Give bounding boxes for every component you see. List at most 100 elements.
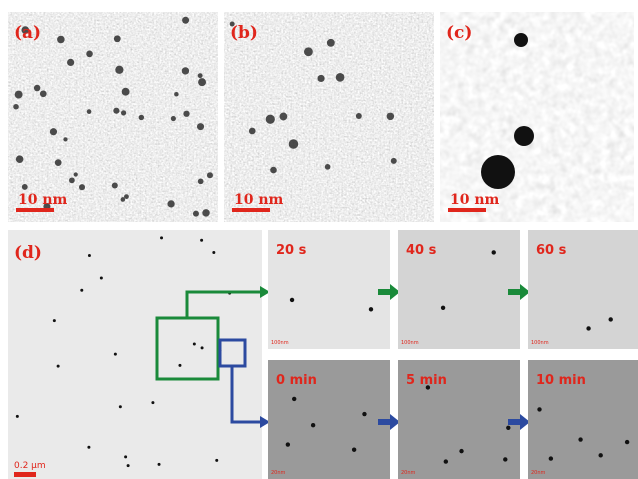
particle bbox=[202, 209, 209, 216]
particle bbox=[114, 353, 117, 356]
particle bbox=[537, 407, 541, 411]
particle bbox=[13, 104, 19, 110]
particle bbox=[362, 412, 366, 416]
particle bbox=[34, 85, 41, 92]
particle bbox=[113, 108, 119, 114]
scale-bar bbox=[232, 208, 270, 212]
particle bbox=[609, 317, 613, 321]
particle bbox=[549, 456, 553, 460]
panel-label: (a) bbox=[14, 23, 41, 43]
particle bbox=[16, 415, 19, 418]
particle bbox=[336, 73, 345, 82]
scale-bar-label: 10 nm bbox=[18, 192, 68, 208]
particle bbox=[352, 448, 356, 452]
particle bbox=[121, 110, 126, 115]
particle bbox=[198, 178, 204, 184]
scale-bar bbox=[448, 208, 486, 212]
particle bbox=[304, 47, 313, 56]
time-label: 0 min bbox=[276, 373, 317, 388]
scale-bar-label: 20nm bbox=[401, 470, 416, 476]
tem-image bbox=[8, 12, 218, 222]
particle bbox=[112, 182, 118, 188]
particle bbox=[317, 75, 324, 82]
particle bbox=[201, 346, 204, 349]
time-label: 40 s bbox=[406, 243, 437, 258]
particle bbox=[88, 254, 91, 257]
particle bbox=[119, 405, 122, 408]
particle bbox=[503, 457, 507, 461]
scale-bar bbox=[16, 208, 54, 212]
particle bbox=[139, 115, 144, 120]
particle bbox=[441, 306, 445, 310]
particle bbox=[391, 158, 397, 164]
scale-bar-label: 0.2 μm bbox=[14, 461, 46, 471]
particle bbox=[444, 459, 448, 463]
particle bbox=[514, 33, 528, 47]
panel-label: (b) bbox=[230, 23, 258, 43]
time-label: 20 s bbox=[276, 243, 307, 258]
scale-bar-label: 10 nm bbox=[450, 192, 500, 208]
particle bbox=[69, 177, 75, 183]
particle bbox=[270, 167, 277, 174]
particle bbox=[63, 137, 67, 141]
particle bbox=[74, 172, 78, 176]
particle bbox=[292, 397, 296, 401]
particle bbox=[207, 172, 213, 178]
particle bbox=[122, 88, 130, 96]
particle bbox=[290, 298, 294, 302]
time-label: 60 s bbox=[536, 243, 567, 258]
particle bbox=[182, 17, 189, 24]
particle bbox=[167, 200, 174, 207]
particle bbox=[198, 78, 206, 86]
particle bbox=[249, 128, 256, 135]
particle bbox=[127, 464, 130, 467]
tem-image bbox=[440, 12, 634, 222]
particle bbox=[57, 36, 65, 44]
particle bbox=[356, 113, 362, 119]
particle bbox=[15, 91, 23, 99]
scale-bar-label: 10 nm bbox=[234, 192, 284, 208]
particle bbox=[114, 35, 121, 42]
particle bbox=[200, 239, 203, 242]
particle bbox=[174, 92, 179, 97]
particle bbox=[55, 159, 62, 166]
particle bbox=[311, 423, 315, 427]
particle bbox=[459, 449, 463, 453]
particle bbox=[87, 446, 90, 449]
scale-bar-label: 20nm bbox=[531, 470, 546, 476]
scale-bar-label: 100nm bbox=[271, 340, 289, 346]
particle bbox=[86, 51, 93, 58]
particle bbox=[79, 184, 85, 190]
particle bbox=[280, 113, 288, 121]
particle bbox=[325, 164, 331, 170]
particle bbox=[514, 126, 534, 146]
particle bbox=[50, 128, 57, 135]
particle bbox=[387, 113, 394, 120]
scale-bar-label: 100nm bbox=[531, 340, 549, 346]
particle bbox=[22, 184, 28, 190]
scale-bar-label: 100nm bbox=[401, 340, 419, 346]
particle bbox=[158, 463, 161, 466]
particle bbox=[67, 59, 74, 66]
panel-label: (d) bbox=[14, 243, 42, 263]
particle bbox=[289, 139, 299, 149]
particle bbox=[215, 459, 218, 462]
particle bbox=[57, 365, 60, 368]
scale-bar bbox=[14, 472, 36, 477]
particle bbox=[124, 194, 129, 199]
particle bbox=[40, 90, 47, 97]
scale-bar-label: 20nm bbox=[271, 470, 286, 476]
particle bbox=[183, 111, 189, 117]
particle bbox=[506, 426, 510, 430]
particle bbox=[198, 73, 203, 78]
particle bbox=[369, 307, 373, 311]
particle bbox=[327, 39, 335, 47]
particle bbox=[151, 401, 154, 404]
particle bbox=[197, 123, 204, 130]
particle bbox=[598, 453, 602, 457]
particle bbox=[481, 155, 515, 189]
particle bbox=[87, 109, 92, 114]
tem-image bbox=[8, 230, 262, 479]
time-label: 10 min bbox=[536, 373, 586, 388]
particle bbox=[171, 116, 176, 121]
